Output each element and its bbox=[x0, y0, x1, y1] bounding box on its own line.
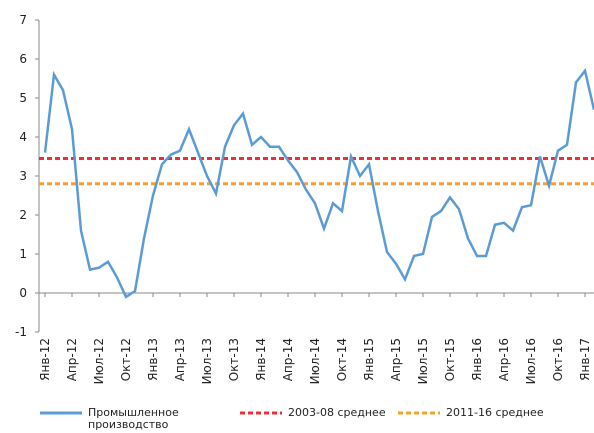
x-tick-label: Июл-14 bbox=[308, 338, 322, 384]
x-tick-label: Апр-12 bbox=[65, 338, 79, 381]
x-tick-label: Апр-14 bbox=[281, 338, 295, 381]
legend-label: 2003-08 среднее bbox=[288, 406, 386, 419]
x-tick-label: Июл-12 bbox=[92, 338, 106, 384]
y-tick-label: 7 bbox=[19, 13, 27, 27]
y-tick-label: 6 bbox=[19, 52, 27, 66]
x-tick-label: Янв-15 bbox=[362, 338, 376, 381]
y-tick-label: 3 bbox=[19, 169, 27, 183]
x-tick-label: Янв-14 bbox=[254, 338, 268, 381]
x-tick-label: Апр-16 bbox=[497, 338, 511, 381]
series-line bbox=[43, 67, 594, 299]
x-tick-label: Июл-16 bbox=[524, 338, 538, 384]
y-tick-label: 0 bbox=[19, 286, 27, 300]
y-tick-label: 5 bbox=[19, 91, 27, 105]
x-tick-label: Апр-13 bbox=[173, 338, 187, 381]
y-tick-label: 2 bbox=[19, 208, 27, 222]
x-tick-label: Окт-13 bbox=[227, 338, 241, 381]
x-tick-label: Янв-12 bbox=[38, 338, 52, 381]
legend-label: 2011-16 среднее bbox=[446, 406, 544, 419]
y-tick-label: -1 bbox=[15, 325, 27, 339]
x-tick-label: Июл-15 bbox=[416, 338, 430, 384]
x-tick-label: Янв-16 bbox=[470, 338, 484, 381]
x-tick-label: Апр-15 bbox=[389, 338, 403, 381]
x-tick-label: Янв-17 bbox=[578, 338, 592, 381]
x-tick-label: Окт-16 bbox=[551, 338, 565, 381]
legend-label: Промышленное производство bbox=[88, 406, 179, 431]
y-tick-label: 1 bbox=[19, 247, 27, 261]
x-tick-label: Окт-14 bbox=[335, 338, 349, 381]
x-tick-label: Янв-13 bbox=[146, 338, 160, 381]
y-tick-label: 4 bbox=[19, 130, 27, 144]
x-tick-label: Окт-15 bbox=[443, 338, 457, 381]
x-tick-label: Июл-13 bbox=[200, 338, 214, 384]
x-tick-label: Окт-12 bbox=[119, 338, 133, 381]
